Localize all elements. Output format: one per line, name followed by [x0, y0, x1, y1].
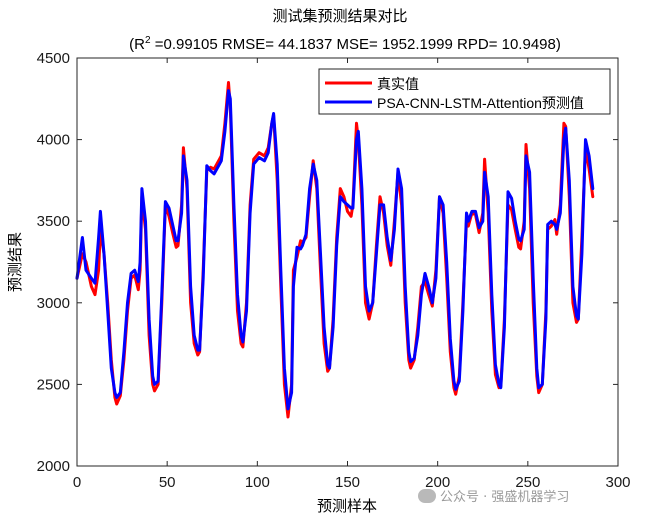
x-tick-label: 100: [245, 474, 270, 491]
legend: 真实值 PSA-CNN-LSTM-Attention预测值: [318, 68, 611, 115]
x-tick-label: 150: [335, 474, 360, 491]
chart-subtitle: (R2 =0.99105 RMSE= 44.1837 MSE= 1952.199…: [129, 35, 561, 53]
chart-title: 测试集预测结果对比: [272, 7, 407, 25]
series-line-predicted: [75, 89, 595, 411]
y-tick-label: 2500: [37, 376, 70, 393]
watermark-text: 公众号 · 强盛机器学习: [440, 490, 570, 505]
y-tick-label: 4500: [37, 50, 70, 67]
x-axis-label: 预测样本: [317, 497, 377, 515]
x-tick-label: 250: [515, 474, 540, 491]
x-tick-label: 50: [159, 474, 176, 491]
y-tick-label: 4000: [37, 132, 70, 149]
y-tick-label: 3500: [37, 213, 70, 230]
watermark: 公众号 · 强盛机器学习: [418, 486, 569, 505]
x-tick-label: 0: [73, 474, 81, 491]
x-tick-label: 300: [605, 474, 630, 491]
y-axis-label: 预测结果: [6, 232, 24, 292]
legend-box: [318, 68, 611, 115]
y-tick-label: 2000: [37, 458, 70, 475]
wechat-icon: [418, 489, 436, 503]
legend-label-predicted: PSA-CNN-LSTM-Attention预测值: [377, 95, 584, 111]
y-tick-label: 3000: [37, 295, 70, 312]
legend-label-true: 真实值: [377, 77, 419, 93]
x-tick-label: 200: [425, 474, 450, 491]
